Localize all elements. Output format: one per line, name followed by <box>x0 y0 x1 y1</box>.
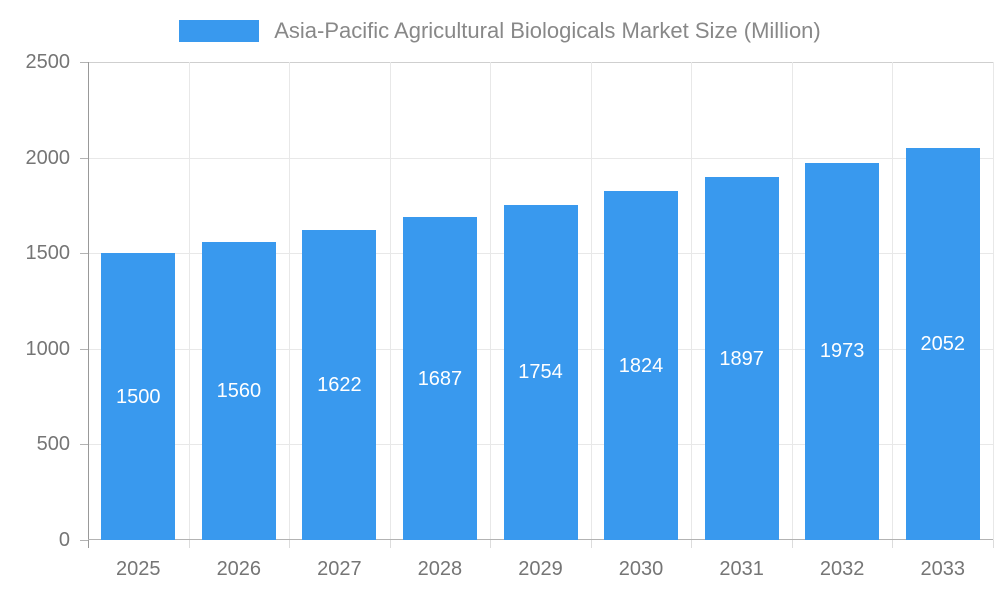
y-axis-label: 1000 <box>25 337 71 360</box>
bar[interactable] <box>604 191 679 540</box>
gridline-vertical <box>892 62 893 540</box>
y-axis-label: 500 <box>36 433 70 456</box>
x-axis-tick <box>490 540 491 548</box>
x-axis-tick <box>792 540 793 548</box>
gridline-vertical <box>591 62 592 540</box>
x-axis-label: 2032 <box>819 558 865 580</box>
y-axis-tick <box>80 62 88 63</box>
x-axis-label: 2030 <box>618 558 664 580</box>
x-axis-tick <box>289 540 290 548</box>
plot-area: 0 500 1000 1500 2000 2500 1500 2025 1560 2026 1622… <box>26 51 994 580</box>
gridline-horizontal <box>88 62 993 63</box>
legend-item[interactable]: Asia-Pacific Agricultural Biologicals Ma… <box>0 16 1000 46</box>
bar[interactable] <box>503 204 578 540</box>
x-axis-label: 2031 <box>719 558 764 580</box>
y-axis-tick <box>80 444 88 446</box>
gridline-vertical <box>792 62 793 540</box>
x-axis-label: 2029 <box>518 558 563 580</box>
y-axis-tick <box>80 348 88 350</box>
x-axis-tick <box>591 540 592 548</box>
bar[interactable] <box>302 229 377 540</box>
x-axis-tick <box>993 540 994 548</box>
gridline-vertical <box>490 62 491 540</box>
bar[interactable] <box>402 217 477 540</box>
x-axis-tick <box>892 540 893 548</box>
bar[interactable] <box>805 162 880 540</box>
bar[interactable] <box>704 177 779 540</box>
x-axis-tick <box>189 540 190 548</box>
y-axis-label: 0 <box>58 529 70 551</box>
y-axis-tick <box>80 540 88 541</box>
y-axis-tick <box>80 157 88 159</box>
x-axis-label: 2028 <box>417 558 463 580</box>
x-axis-tick <box>691 540 692 548</box>
y-axis-label: 1500 <box>25 242 71 265</box>
gridline-vertical <box>691 62 692 540</box>
x-axis-tick <box>390 540 391 548</box>
y-axis-label: 2500 <box>25 51 71 73</box>
gridline-vertical <box>289 62 290 540</box>
gridline-vertical <box>993 62 994 540</box>
bar[interactable] <box>201 241 276 540</box>
bar[interactable] <box>101 253 176 540</box>
x-axis-label: 2033 <box>920 558 965 580</box>
x-axis-label: 2027 <box>317 558 362 580</box>
gridline-horizontal <box>88 157 993 159</box>
legend-swatch-icon <box>179 20 260 42</box>
y-axis-label: 2000 <box>25 146 71 169</box>
bar[interactable] <box>905 147 980 540</box>
legend-label: Asia-Pacific Agricultural Biologicals Ma… <box>274 18 821 43</box>
x-axis-label: 2026 <box>216 558 262 580</box>
y-axis-line <box>88 62 89 548</box>
y-axis-tick <box>80 253 88 255</box>
x-axis-label: 2025 <box>116 558 161 580</box>
gridline-vertical <box>390 62 391 540</box>
gridline-vertical <box>189 62 190 540</box>
